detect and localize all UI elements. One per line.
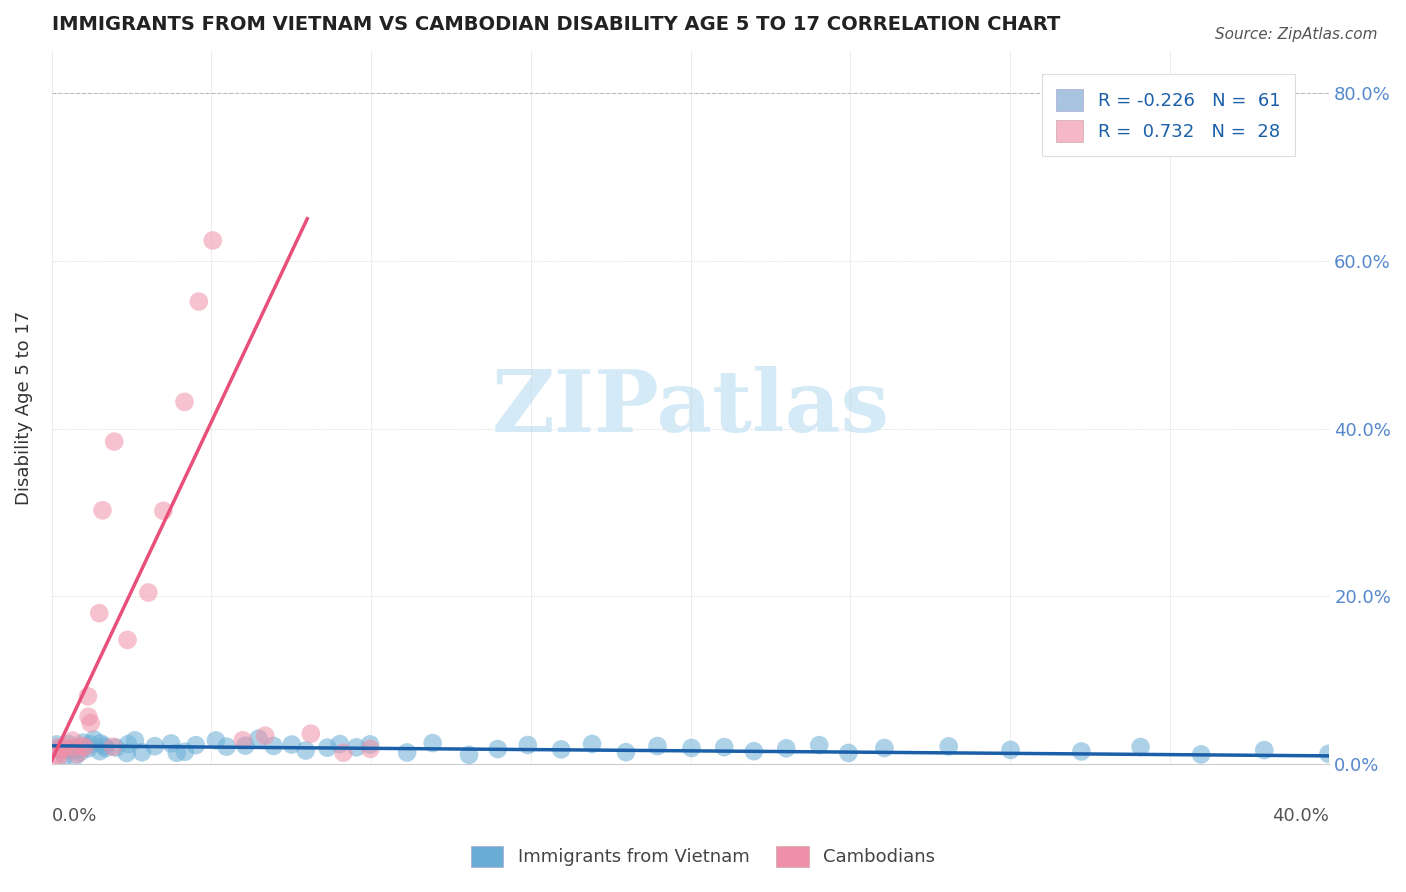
Point xyxy=(63,740,86,755)
Point xyxy=(115,746,138,760)
Point xyxy=(516,738,538,752)
Point xyxy=(138,585,160,599)
Point xyxy=(215,739,238,754)
Point xyxy=(681,741,703,756)
Point xyxy=(422,736,444,750)
Point xyxy=(316,740,339,755)
Point xyxy=(233,739,256,753)
Point xyxy=(80,716,103,731)
Point xyxy=(173,395,195,409)
Text: 40.0%: 40.0% xyxy=(1272,807,1329,825)
Point xyxy=(72,736,94,750)
Point xyxy=(359,738,381,752)
Point xyxy=(48,741,70,756)
Point xyxy=(73,740,96,755)
Point xyxy=(359,742,381,756)
Point xyxy=(458,747,481,762)
Point xyxy=(346,740,368,755)
Point xyxy=(1070,744,1092,758)
Point xyxy=(808,738,831,752)
Point xyxy=(184,738,207,752)
Point xyxy=(89,736,111,750)
Point xyxy=(62,733,84,747)
Point xyxy=(938,739,960,754)
Legend: R = -0.226   N =  61, R =  0.732   N =  28: R = -0.226 N = 61, R = 0.732 N = 28 xyxy=(1042,74,1295,156)
Point xyxy=(263,739,285,753)
Point xyxy=(280,738,302,752)
Point xyxy=(1253,743,1275,757)
Point xyxy=(614,745,637,759)
Point xyxy=(775,741,797,756)
Point xyxy=(173,745,195,759)
Point xyxy=(77,690,100,704)
Point xyxy=(247,731,270,746)
Point xyxy=(1129,739,1152,754)
Point xyxy=(581,737,603,751)
Point xyxy=(53,749,76,764)
Point xyxy=(53,739,76,754)
Point xyxy=(94,741,117,756)
Point xyxy=(103,434,125,449)
Point xyxy=(89,744,111,758)
Point xyxy=(742,744,765,758)
Point xyxy=(143,739,166,754)
Point xyxy=(486,742,509,756)
Point xyxy=(131,745,153,759)
Point xyxy=(205,733,228,747)
Point xyxy=(77,710,100,724)
Point xyxy=(299,726,322,740)
Point xyxy=(1189,747,1212,762)
Point xyxy=(396,746,419,760)
Point xyxy=(66,741,89,756)
Point xyxy=(254,729,277,743)
Point xyxy=(873,741,896,756)
Point xyxy=(77,741,100,756)
Point xyxy=(124,733,146,747)
Text: IMMIGRANTS FROM VIETNAM VS CAMBODIAN DISABILITY AGE 5 TO 17 CORRELATION CHART: IMMIGRANTS FROM VIETNAM VS CAMBODIAN DIS… xyxy=(52,15,1060,34)
Point xyxy=(166,746,188,760)
Point xyxy=(329,737,352,751)
Point xyxy=(46,740,69,755)
Point xyxy=(45,738,67,752)
Point xyxy=(550,742,572,756)
Point xyxy=(160,736,183,750)
Point xyxy=(59,743,82,757)
Point xyxy=(101,739,124,754)
Point xyxy=(63,749,86,764)
Point xyxy=(187,294,209,309)
Point xyxy=(232,733,254,747)
Y-axis label: Disability Age 5 to 17: Disability Age 5 to 17 xyxy=(15,310,32,505)
Text: 0.0%: 0.0% xyxy=(52,807,97,825)
Point xyxy=(49,743,72,757)
Point xyxy=(837,746,859,760)
Point xyxy=(93,739,115,753)
Point xyxy=(152,504,174,518)
Point xyxy=(294,743,316,757)
Point xyxy=(66,747,89,761)
Point xyxy=(1317,747,1340,761)
Text: ZIPatlas: ZIPatlas xyxy=(492,366,890,450)
Point xyxy=(46,747,69,762)
Point xyxy=(1000,743,1022,757)
Point xyxy=(91,503,114,517)
Point xyxy=(83,732,105,747)
Point xyxy=(48,750,70,764)
Point xyxy=(79,737,101,751)
Point xyxy=(117,737,139,751)
Point xyxy=(69,745,91,759)
Point xyxy=(105,740,128,755)
Point xyxy=(201,234,224,248)
Point xyxy=(332,746,354,760)
Point xyxy=(58,737,80,751)
Point xyxy=(51,742,73,756)
Point xyxy=(70,739,93,753)
Point xyxy=(89,606,111,620)
Legend: Immigrants from Vietnam, Cambodians: Immigrants from Vietnam, Cambodians xyxy=(464,838,942,874)
Point xyxy=(713,740,735,755)
Point xyxy=(117,632,139,647)
Point xyxy=(647,739,669,753)
Text: Source: ZipAtlas.com: Source: ZipAtlas.com xyxy=(1215,27,1378,42)
